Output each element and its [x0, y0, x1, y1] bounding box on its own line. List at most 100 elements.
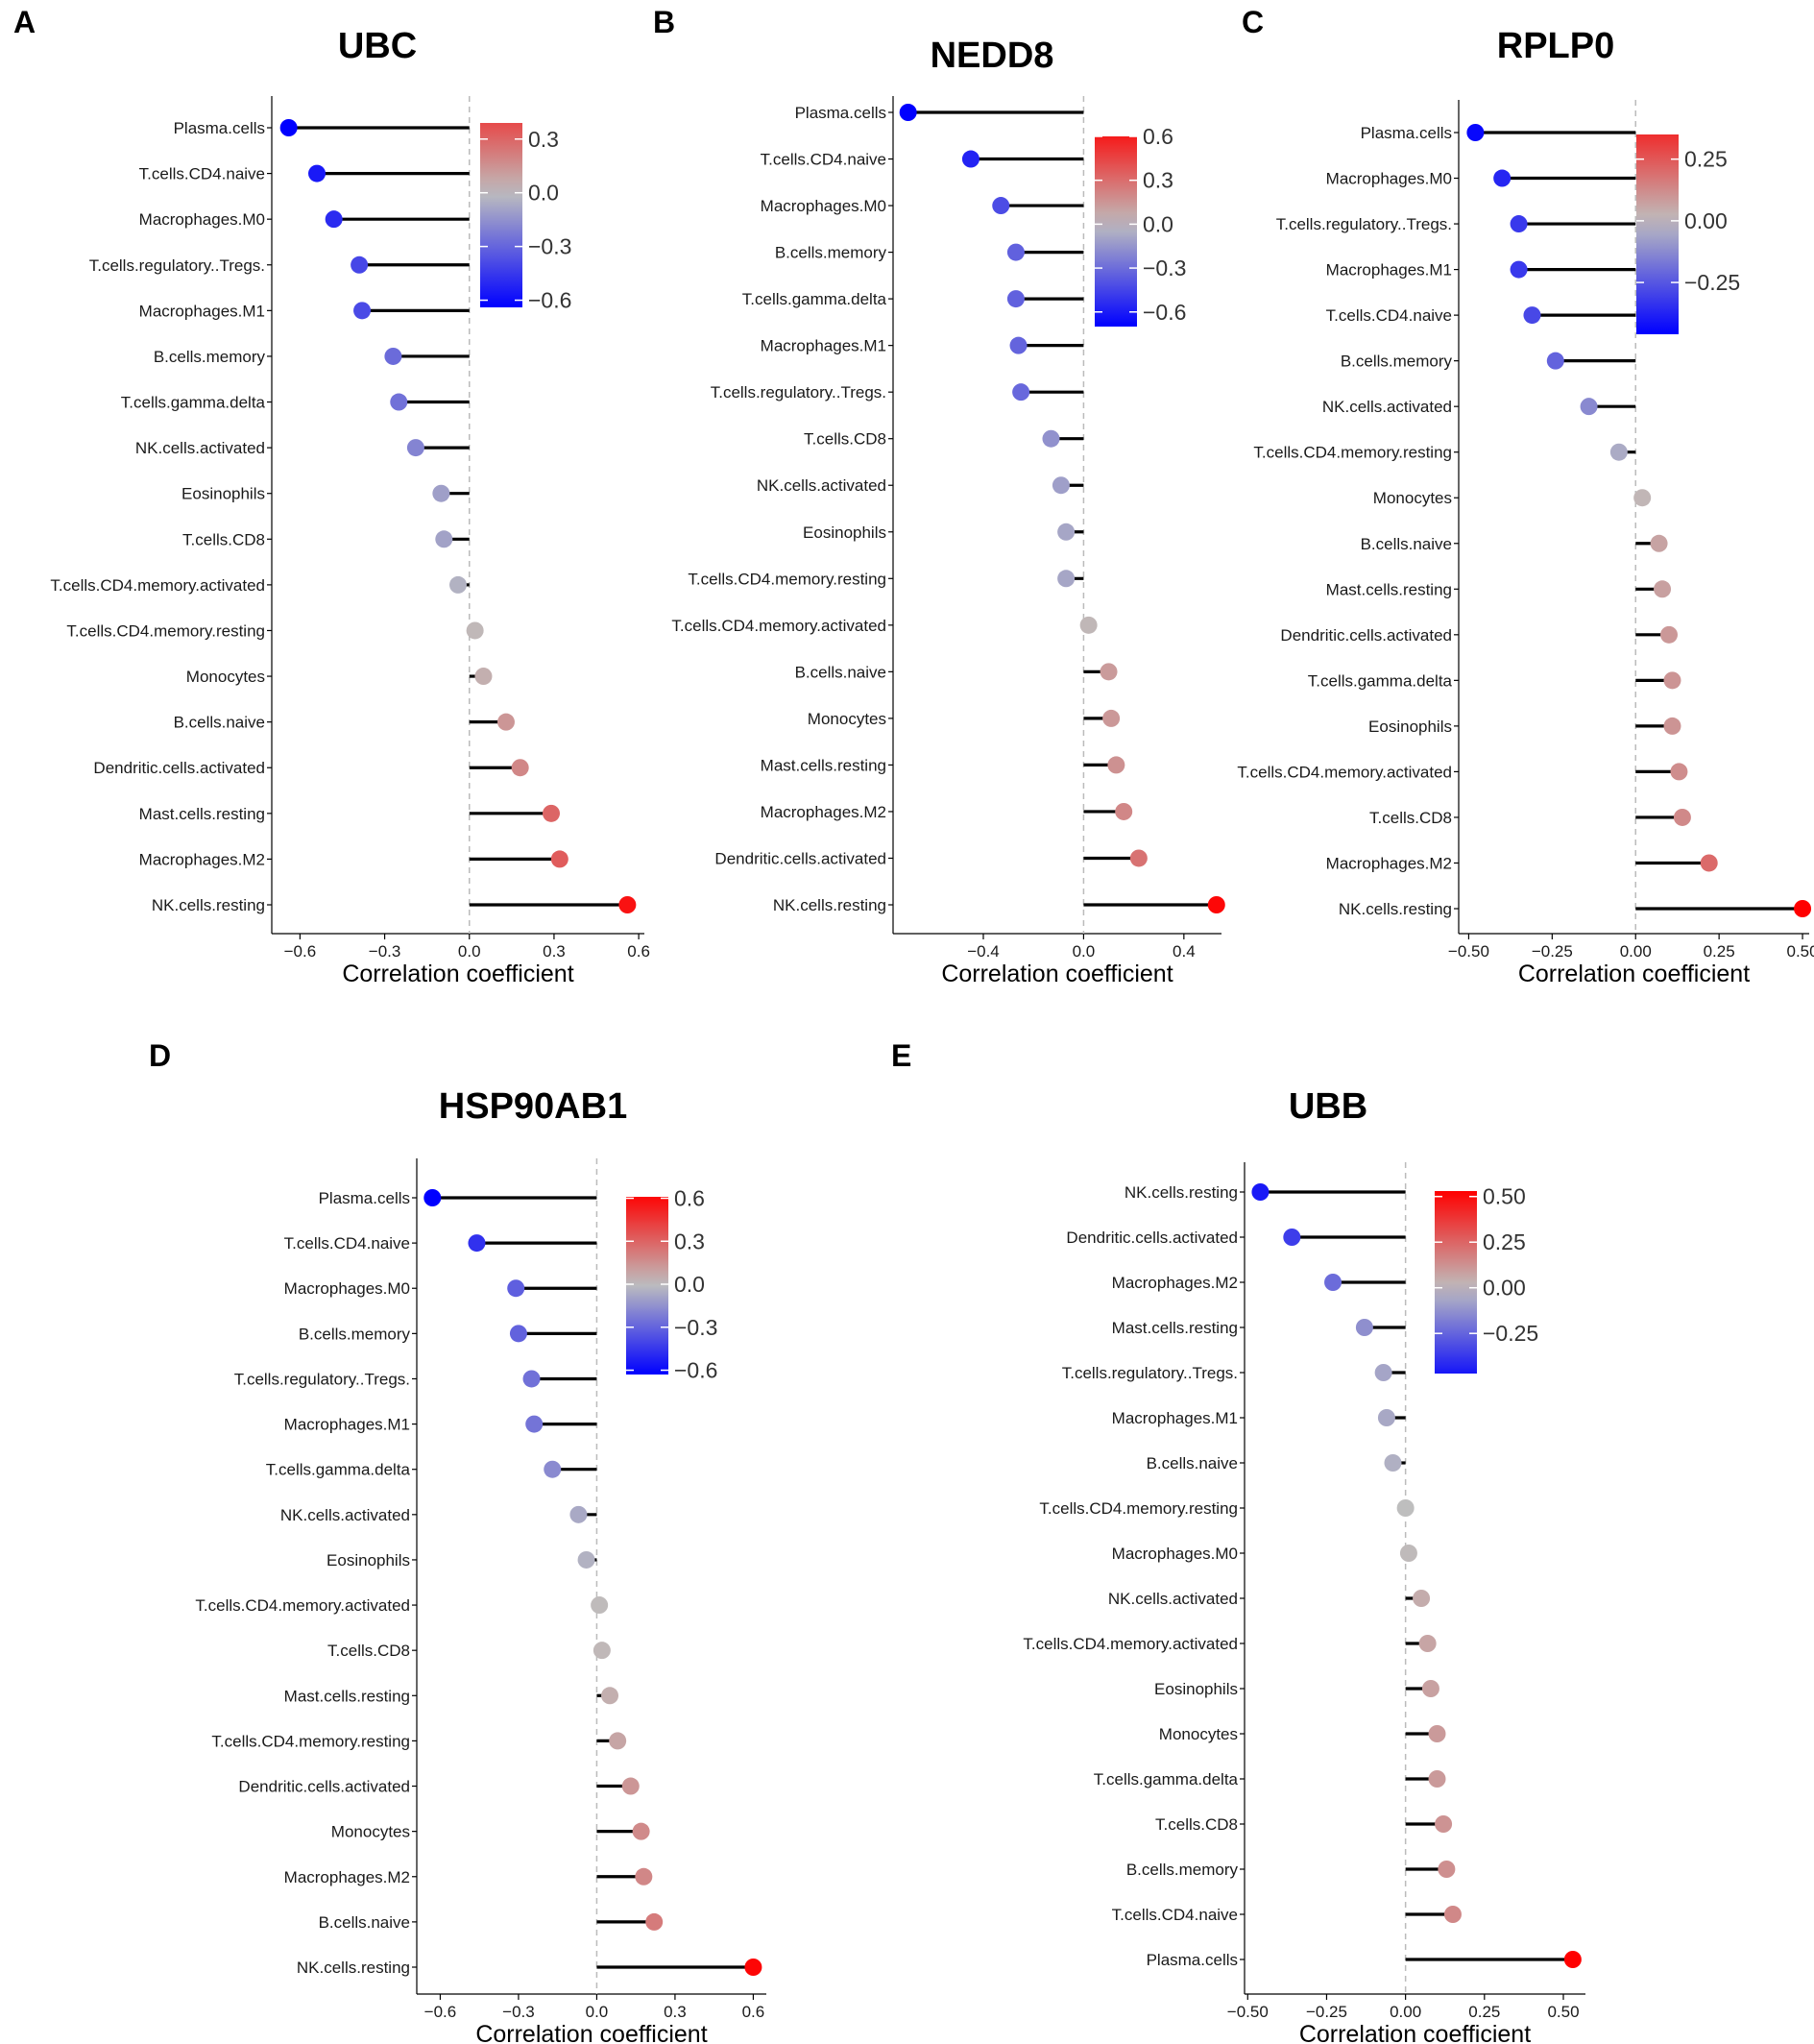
lollipop-point	[1384, 1454, 1402, 1472]
lollipop-point	[325, 210, 343, 229]
lollipop-point	[569, 1505, 588, 1523]
category-label: T.cells.CD4.naive	[139, 165, 265, 183]
x-tick-label: −0.6	[424, 2003, 457, 2021]
panel-letter: A	[13, 5, 36, 39]
category-label: NK.cells.activated	[135, 439, 265, 457]
category-label: Plasma.cells	[174, 119, 265, 137]
legend-tick-label: −0.6	[674, 1358, 717, 1383]
lollipop-point	[1377, 1409, 1395, 1426]
category-label: T.cells.CD8	[804, 430, 886, 449]
legend-tick-label: 0.00	[1684, 208, 1728, 233]
x-tick-label: 0.25	[1468, 2003, 1500, 2021]
category-label: Dendritic.cells.activated	[714, 849, 886, 867]
lollipop-point	[406, 439, 424, 457]
category-label: NK.cells.resting	[1339, 900, 1452, 918]
x-axis-label: Correlation coefficient	[342, 961, 573, 987]
lollipop-point	[1374, 1364, 1392, 1381]
legend-colorbar	[626, 1197, 668, 1375]
category-label: Macrophages.M1	[139, 302, 265, 320]
category-label: Macrophages.M0	[284, 1279, 410, 1298]
category-label: Eosinophils	[1368, 718, 1452, 736]
category-label: T.cells.CD4.memory.resting	[66, 621, 265, 640]
category-label: Monocytes	[808, 710, 886, 728]
chart-title: NEDD8	[931, 36, 1054, 76]
x-axis-label: Correlation coefficient	[941, 961, 1173, 987]
legend-tick-label: 0.6	[1143, 124, 1173, 149]
category-label: T.cells.CD4.naive	[284, 1234, 410, 1253]
legend-colorbar	[1636, 134, 1679, 334]
lollipop-point	[621, 1777, 640, 1795]
category-label: T.cells.CD4.memory.activated	[671, 617, 886, 635]
lollipop-point	[543, 804, 560, 822]
category-label: Plasma.cells	[795, 104, 886, 122]
lollipop-point	[1546, 352, 1564, 370]
lollipop-point	[308, 164, 327, 182]
lollipop-point	[992, 197, 1010, 215]
lollipop-point	[468, 1234, 486, 1253]
category-label: Macrophages.M1	[1326, 261, 1452, 280]
category-label: T.cells.CD4.memory.activated	[1237, 763, 1452, 781]
lollipop-point	[1012, 383, 1030, 402]
category-label: NK.cells.resting	[773, 896, 886, 914]
lollipop-point	[1396, 1499, 1415, 1517]
x-tick-label: 0.50	[1547, 2003, 1579, 2021]
lollipop-point	[1438, 1861, 1456, 1878]
legend-tick-label: −0.3	[528, 234, 571, 259]
lollipop-point	[744, 1959, 762, 1976]
category-label: T.cells.gamma.delta	[1308, 671, 1453, 690]
x-tick-label: −0.3	[502, 2003, 535, 2021]
lollipop-point	[511, 759, 529, 777]
lollipop-point	[525, 1415, 544, 1433]
lollipop-point	[609, 1732, 627, 1750]
lollipop-point	[1057, 523, 1076, 541]
category-label: T.cells.gamma.delta	[742, 290, 887, 308]
category-label: B.cells.memory	[299, 1325, 411, 1343]
lollipop-point	[1663, 717, 1681, 735]
legend-colorbar	[1435, 1191, 1477, 1374]
lollipop-point	[1042, 429, 1060, 448]
lollipop-point	[474, 668, 493, 686]
category-label: NK.cells.resting	[1125, 1183, 1238, 1202]
color-legend: 0.25 0.00 −0.25	[1636, 134, 1740, 334]
lollipop-point	[1283, 1229, 1301, 1246]
category-label: B.cells.memory	[1126, 1861, 1239, 1879]
lollipop-point	[432, 484, 450, 502]
lollipop-point	[351, 256, 369, 274]
lollipop-point	[1324, 1274, 1342, 1291]
lollipop-point	[1057, 570, 1076, 588]
lollipop-point	[1654, 580, 1672, 598]
lollipop-point	[632, 1822, 650, 1840]
category-label: Dendritic.cells.activated	[1066, 1229, 1238, 1247]
lollipop-point	[466, 621, 484, 640]
color-legend: 0.6 0.3 0.0 −0.3 −0.6	[1095, 124, 1186, 327]
chart-title: UBC	[338, 26, 417, 66]
x-tick-label: −0.25	[1306, 2003, 1347, 2021]
lollipop-point	[1794, 900, 1812, 917]
lollipop-point	[507, 1279, 525, 1298]
category-label: T.cells.CD8	[1155, 1815, 1238, 1834]
lollipop-point	[1052, 476, 1070, 495]
legend-tick-label: 0.3	[1143, 168, 1173, 193]
category-label: T.cells.CD8	[1369, 809, 1452, 827]
panel-a: A UBC −0.6 −0.3 0.0 0.3 0.6 Correlation coeffic…	[13, 5, 650, 987]
category-label: Eosinophils	[327, 1551, 410, 1570]
lollipop-point	[1207, 896, 1225, 913]
category-label: Dendritic.cells.activated	[93, 759, 265, 777]
legend-tick-label: 0.25	[1483, 1229, 1526, 1254]
panel-letter: C	[1242, 5, 1264, 39]
category-label: Dendritic.cells.activated	[238, 1778, 410, 1796]
lollipop-point	[601, 1687, 619, 1705]
lollipop-point	[577, 1550, 595, 1569]
category-label: T.cells.CD8	[182, 530, 265, 548]
lollipop-point	[1609, 443, 1628, 461]
category-label: Macrophages.M2	[284, 1868, 410, 1886]
panel-c: C RPLP0 −0.50 −0.25 0.00 0.25 0.50 Correlation …	[1237, 5, 1814, 987]
lollipop-point	[1563, 1951, 1582, 1968]
lollipop-point	[1009, 336, 1028, 354]
category-label: Macrophages.M0	[1112, 1545, 1238, 1563]
lollipop-point	[1523, 306, 1541, 325]
lollipop-point	[449, 575, 467, 594]
lollipop-point	[1443, 1906, 1462, 1923]
lollipop-point	[390, 393, 408, 411]
category-label: T.cells.regulatory..Tregs.	[1276, 215, 1452, 233]
